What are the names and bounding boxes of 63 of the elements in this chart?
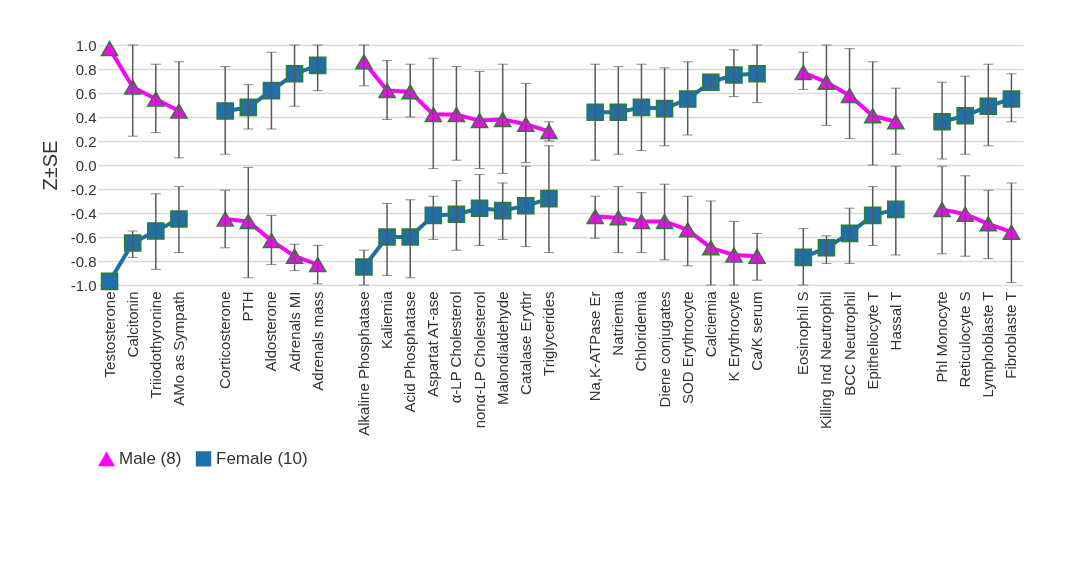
point (123, 234, 142, 252)
x-tick-label: Calciemia (701, 290, 719, 358)
y-axis-title: Z±SE (38, 140, 61, 191)
x-tick-label: Eosinophil S (794, 291, 812, 375)
point (100, 272, 119, 291)
x-tick-label: Calcitonin (123, 291, 141, 358)
x-tick-label: Triglycerides (539, 291, 557, 376)
legend-label: Male (8) (119, 449, 182, 469)
x-tick-label: α-LP Cholesterol (447, 291, 465, 404)
point (285, 64, 304, 83)
x-tick-label: BCC Neutrophil (840, 291, 858, 396)
x-tick-label: Testosterone (100, 291, 118, 378)
x-tick-label: Malondialdehyde (493, 291, 511, 405)
x-tick-label: AMo as Sympath (169, 291, 187, 406)
x-tick-label: Kaliemia (378, 290, 396, 350)
y-tick-label: -0.4 (70, 204, 97, 222)
y-tick-label: -0.6 (70, 228, 97, 246)
y-tick-label: 0.2 (75, 132, 97, 150)
point (308, 56, 327, 75)
y-tick-label: -1.0 (70, 276, 97, 294)
point (979, 97, 998, 116)
x-tick-label: Epitheliocyte T (863, 291, 881, 390)
x-tick-label: Chloridemia (632, 290, 650, 372)
y-tick-label: -0.2 (70, 180, 97, 198)
x-tick-label: SOD Erythrocyte (678, 291, 696, 405)
legend-label: Female (10) (216, 448, 308, 468)
point (100, 40, 119, 57)
point (609, 103, 628, 122)
x-tick-label: Reticulocyte S (956, 291, 974, 388)
point (817, 238, 836, 257)
x-tick-label: Diene conjugates (655, 291, 673, 408)
point (1002, 90, 1021, 108)
x-tick-label: Lymphoblaste T (979, 291, 997, 398)
x-tick-label: Natriemia (609, 290, 627, 356)
x-tick-label: Acid Phosphatase (401, 291, 419, 413)
x-tick-label: Aspartat AT-ase (424, 291, 442, 398)
x-tick-label: Catalase Erythr (516, 291, 534, 395)
x-tick-label: Adrenals MI (285, 291, 303, 372)
y-tick-label: 0.0 (75, 156, 97, 174)
y-tick-label: -0.8 (70, 252, 97, 270)
x-tick-label: PTH (239, 291, 257, 322)
point (678, 90, 697, 108)
x-tick-label: Killing Ind Neutrophil (817, 291, 835, 430)
y-tick-label: 0.8 (75, 60, 97, 78)
x-tick-label: Alkaline Phosphatase (354, 291, 372, 436)
point (447, 205, 466, 224)
point (493, 201, 512, 220)
x-tick-label: Phl Monocyte (933, 291, 951, 383)
x-tick-label: Na,K-ATPase Er (586, 291, 604, 402)
y-tick-label: 1.0 (75, 36, 97, 54)
point (863, 206, 882, 225)
x-tick-label: Ca/K serum (748, 291, 766, 371)
y-tick-label: 0.6 (75, 84, 97, 102)
x-tick-label: Aldosterone (262, 291, 280, 372)
y-tick-label: 0.4 (75, 108, 97, 126)
x-tick-label: Corticosterone (216, 291, 234, 390)
x-tick-label: Triiodothyronine (146, 291, 164, 399)
x-tick-label: Adrenals mass (308, 291, 326, 391)
point (470, 199, 489, 218)
x-tick-label: Hassal T (886, 291, 904, 351)
x-tick-label: Fibroblaste T (1002, 291, 1020, 379)
x-tick-label: K Erythrocyte (724, 291, 742, 382)
x-tick-label: nonα-LP Cholesterol (470, 291, 488, 429)
